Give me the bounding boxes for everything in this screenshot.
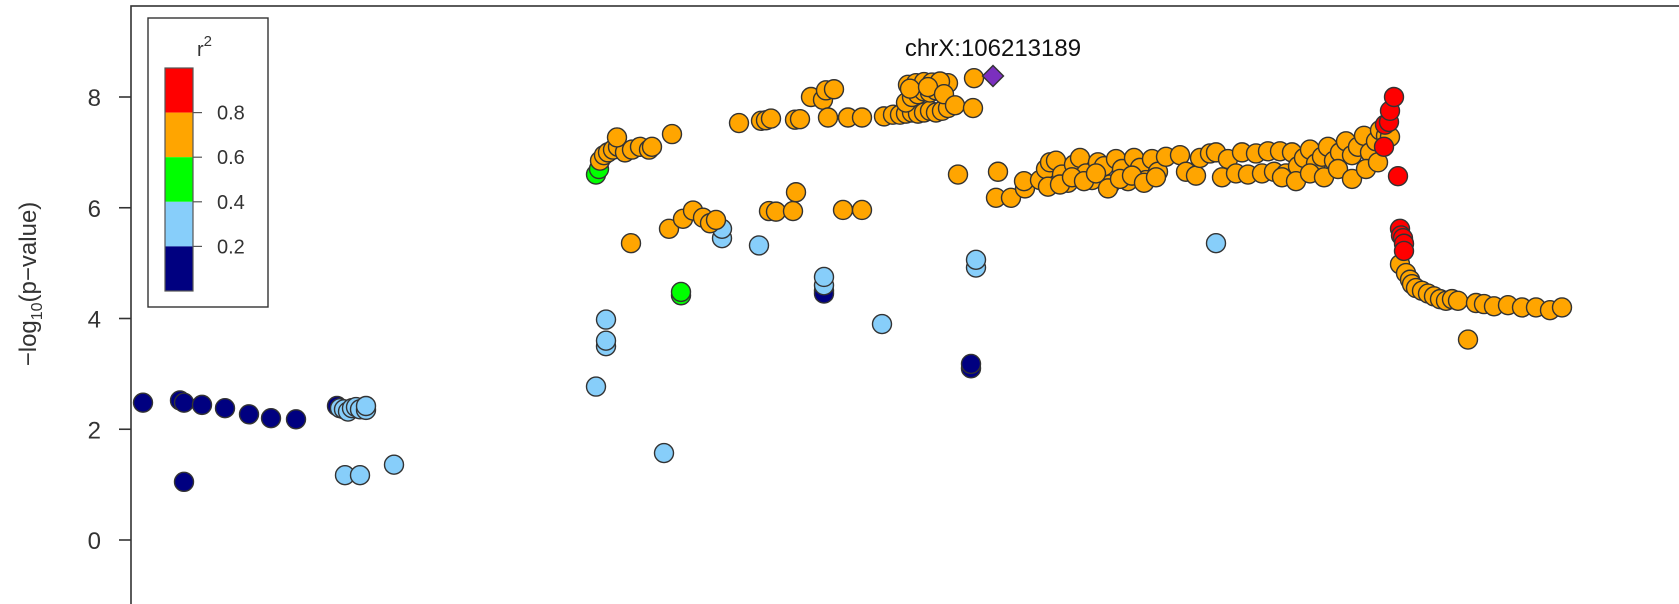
snp-point	[1373, 136, 1395, 158]
legend-tick-label: 0.2	[217, 236, 245, 258]
snp-point	[1457, 329, 1479, 350]
snp-point	[173, 471, 195, 493]
snp-point	[960, 353, 982, 375]
snp-point	[1387, 165, 1409, 187]
legend-tick-label: 0.6	[217, 147, 245, 169]
snp-point	[871, 313, 893, 335]
snp-point	[606, 127, 628, 148]
snp-point	[670, 281, 692, 303]
snp-point	[728, 112, 750, 134]
snp-point	[1000, 187, 1022, 208]
y-ticks: 0 2 4 6 8	[88, 85, 131, 555]
snp-point	[965, 249, 987, 271]
snp-point	[1085, 163, 1107, 184]
snp-point	[765, 201, 787, 222]
legend-swatch	[165, 246, 193, 291]
legend-swatch	[165, 201, 193, 247]
snp-point	[1447, 290, 1469, 311]
y-tick-label: 2	[88, 417, 101, 444]
snp-point	[813, 266, 835, 288]
snp-point	[173, 392, 195, 413]
legend-swatch	[165, 157, 193, 202]
legend-swatch	[165, 112, 193, 158]
snp-point	[962, 97, 984, 119]
legend-tick-label: 0.8	[217, 103, 245, 125]
lead-snp-label: chrX:106213189	[905, 35, 1081, 62]
snp-point	[782, 200, 804, 222]
y-tick-label: 6	[88, 196, 101, 223]
snp-point	[285, 409, 307, 430]
y-tick-label: 0	[88, 528, 101, 555]
snp-point	[214, 398, 236, 419]
snp-point	[355, 395, 377, 417]
snp-point	[1327, 158, 1349, 180]
plot-frame	[130, 5, 1679, 604]
snp-point	[620, 232, 642, 254]
y-tick-label: 4	[88, 307, 101, 334]
snp-point	[987, 161, 1009, 182]
legend-swatch	[165, 68, 193, 113]
y-axis-title: −log10(p−value)	[15, 202, 46, 367]
snp-point	[191, 394, 213, 416]
snp-point	[1341, 168, 1363, 190]
snp-point	[963, 67, 985, 89]
data-points	[132, 67, 1573, 493]
snp-point	[1551, 297, 1573, 318]
snp-point	[132, 392, 154, 413]
snp-point	[748, 235, 770, 256]
lead-snp: chrX:106213189	[905, 35, 1081, 88]
lead-snp-marker	[981, 64, 1005, 88]
snp-point	[789, 108, 811, 130]
snp-point	[1393, 240, 1415, 262]
y-tick-label: 8	[88, 85, 101, 112]
snp-point	[1145, 167, 1167, 188]
snp-point	[1205, 232, 1227, 254]
snp-point	[817, 107, 839, 128]
snp-point	[653, 442, 675, 464]
snp-point	[658, 218, 680, 239]
y-axis-label: −log10(p−value)	[15, 202, 46, 367]
snp-point	[349, 465, 371, 486]
snp-point	[595, 309, 617, 330]
snp-point	[832, 199, 854, 221]
legend-title: r2	[197, 33, 212, 61]
snp-point	[947, 164, 969, 185]
snp-point	[595, 330, 617, 351]
snp-point	[760, 108, 782, 129]
snp-point	[785, 182, 807, 203]
snp-point	[944, 95, 966, 116]
snp-point	[823, 79, 845, 100]
snp-point	[641, 136, 663, 158]
axes	[130, 5, 1679, 604]
snp-point	[1185, 165, 1207, 186]
snp-point	[661, 123, 683, 145]
legend-tick-label: 0.4	[217, 192, 245, 214]
snp-point	[851, 107, 873, 128]
snp-point	[705, 209, 727, 231]
snp-point	[851, 199, 873, 221]
legend: r2 0.8 0.6 0.4 0.2	[147, 17, 269, 308]
snp-point	[899, 78, 921, 99]
snp-point	[260, 407, 282, 429]
snp-point	[1383, 86, 1405, 108]
snp-point	[585, 376, 607, 397]
snp-point	[238, 404, 260, 425]
snp-point	[383, 454, 405, 475]
legend-colorbar-frame	[164, 67, 194, 292]
